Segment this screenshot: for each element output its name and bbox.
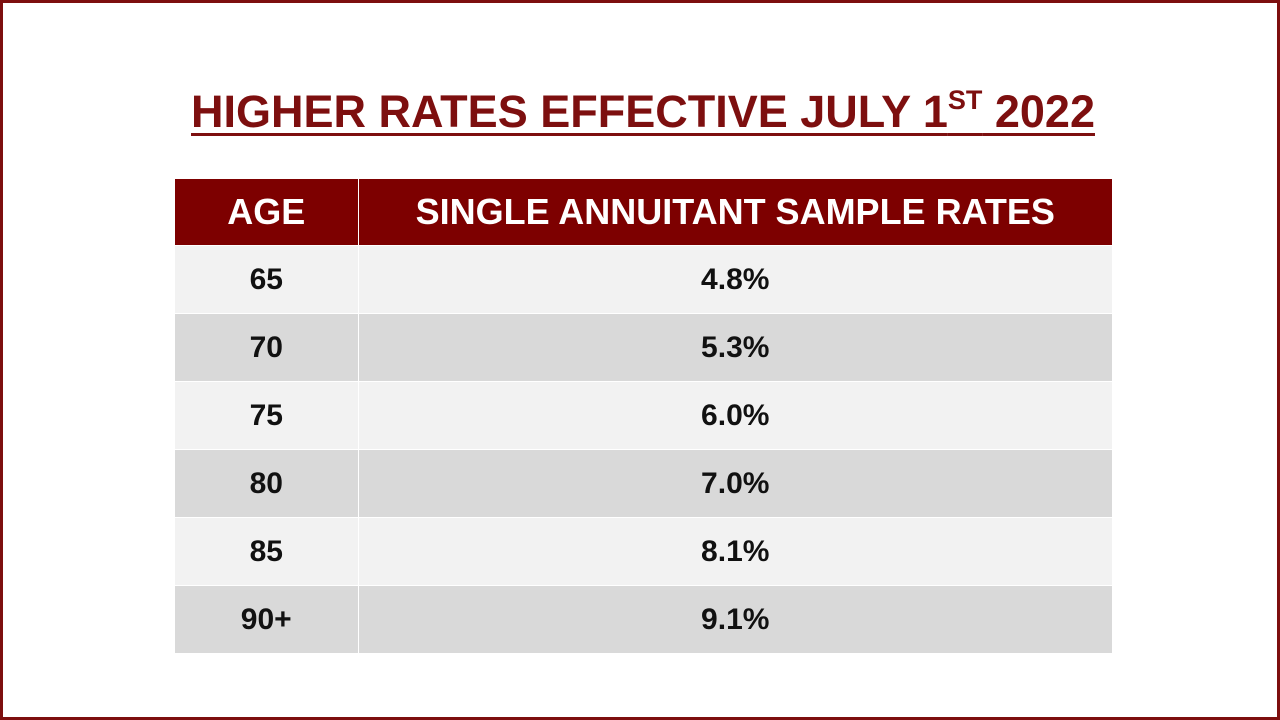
header-age: AGE: [175, 179, 359, 246]
table-row: 75 6.0%: [175, 381, 1112, 450]
table-row: 65 4.8%: [175, 245, 1112, 314]
title-year: 2022: [982, 86, 1095, 137]
age-cell: 80: [175, 449, 359, 518]
rate-cell: 8.1%: [358, 517, 1112, 586]
age-cell: 90+: [175, 585, 359, 653]
rates-table-header: AGE SINGLE ANNUITANT SAMPLE RATES: [175, 179, 1112, 246]
rate-cell: 6.0%: [358, 381, 1112, 450]
rate-cell: 5.3%: [358, 313, 1112, 382]
slide-title: HIGHER RATES EFFECTIVE JULY 1ST 2022: [3, 83, 1280, 141]
rates-table-body: 65 4.8% 70 5.3% 75 6.0% 80 7.0% 85 8.1% …: [175, 245, 1112, 653]
title-superscript: ST: [947, 85, 983, 115]
age-cell: 75: [175, 381, 359, 450]
age-cell: 70: [175, 313, 359, 382]
rates-table: AGE SINGLE ANNUITANT SAMPLE RATES 65 4.8…: [175, 179, 1112, 653]
age-cell: 65: [175, 245, 359, 314]
rate-cell: 9.1%: [358, 585, 1112, 653]
table-row: 85 8.1%: [175, 517, 1112, 586]
header-row: AGE SINGLE ANNUITANT SAMPLE RATES: [175, 179, 1112, 246]
title-main: HIGHER RATES EFFECTIVE JULY 1: [191, 86, 948, 137]
age-cell: 85: [175, 517, 359, 586]
header-rates: SINGLE ANNUITANT SAMPLE RATES: [358, 179, 1112, 246]
table-row: 70 5.3%: [175, 313, 1112, 382]
rate-cell: 7.0%: [358, 449, 1112, 518]
rate-cell: 4.8%: [358, 245, 1112, 314]
table-row: 80 7.0%: [175, 449, 1112, 518]
slide-title-text: HIGHER RATES EFFECTIVE JULY 1ST 2022: [191, 86, 1095, 137]
table-row: 90+ 9.1%: [175, 585, 1112, 653]
